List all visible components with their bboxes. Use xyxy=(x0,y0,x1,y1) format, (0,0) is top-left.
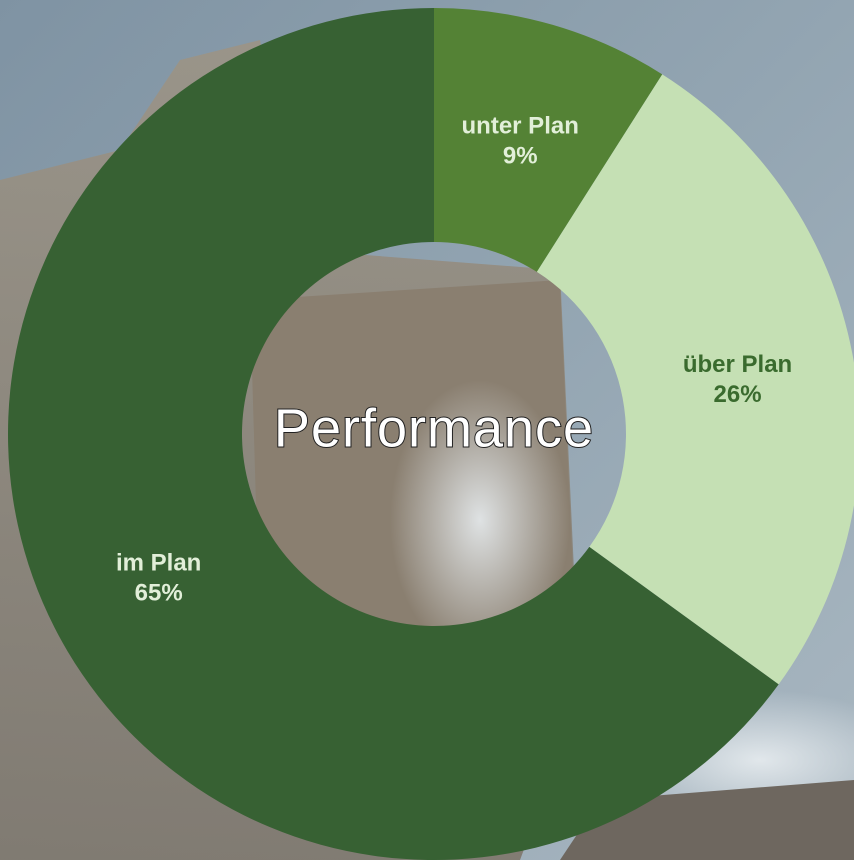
label-name: über Plan xyxy=(683,351,792,378)
label-value: 9% xyxy=(503,142,538,169)
chart: unter Plan 9% über Plan 26% im Plan 65% Perfo… xyxy=(0,0,854,860)
label-name: unter Plan xyxy=(462,112,579,139)
chart-title: Performance xyxy=(274,398,594,458)
label-name: im Plan xyxy=(116,549,201,576)
label-value: 65% xyxy=(135,579,183,606)
label-value: 26% xyxy=(714,381,762,408)
